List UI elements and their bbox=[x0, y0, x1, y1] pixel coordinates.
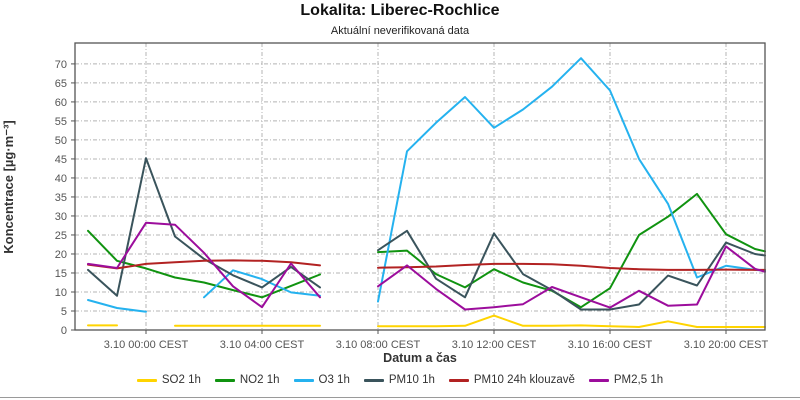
y-tick-label: 25 bbox=[55, 230, 67, 242]
legend-label: PM10 24h klouzavě bbox=[473, 374, 575, 386]
legend-item-pm10-1h: PM10 1h bbox=[363, 374, 435, 386]
plot-frame bbox=[74, 42, 766, 331]
y-tick-label: 70 bbox=[55, 59, 67, 71]
series-line-pm10-1h bbox=[87, 157, 321, 297]
y-tick-label: 60 bbox=[55, 97, 67, 109]
series-line-so2-1h bbox=[377, 314, 766, 328]
chart-subtitle: Aktuální neverifikovaná data bbox=[330, 25, 470, 37]
legend: SO2 1h NO2 1h O3 1h PM10 1h PM10 24h klouzav… bbox=[0, 374, 800, 386]
y-tick-label: 40 bbox=[55, 173, 67, 185]
y-tick-label: 45 bbox=[55, 154, 67, 166]
legend-item-o3-1h: O3 1h bbox=[293, 374, 350, 386]
chart-title: Lokalita: Liberec-Rochlice bbox=[300, 2, 500, 19]
legend-swatch bbox=[136, 378, 157, 382]
series-line-pm10-24h-klouzav- bbox=[377, 262, 766, 271]
series-lines bbox=[87, 57, 766, 328]
legend-item-pm2-5-1h: PM2,5 1h bbox=[588, 374, 664, 386]
window-bottom-border bbox=[0, 397, 800, 398]
x-tick-label: 3.10 20:00 CEST bbox=[684, 339, 769, 351]
x-tick-label: 3.10 00:00 CEST bbox=[104, 339, 189, 351]
legend-label: SO2 1h bbox=[161, 374, 201, 386]
axes bbox=[71, 63, 727, 334]
legend-label: PM2,5 1h bbox=[613, 374, 664, 386]
tick-labels: 0 5 10 15 20 25 30 35 40 45 50 55 60 65 70 3.10 00:00 C… bbox=[55, 59, 769, 351]
series-line-o3-1h bbox=[203, 269, 321, 299]
series-line-no2-1h bbox=[87, 229, 321, 299]
x-tick-label: 3.10 08:00 CEST bbox=[336, 339, 421, 351]
series-line-pm10-24h-klouzav- bbox=[87, 259, 321, 270]
legend-label: O3 1h bbox=[318, 374, 350, 386]
legend-swatch bbox=[588, 378, 609, 382]
x-tick-label: 3.10 16:00 CEST bbox=[568, 339, 653, 351]
y-tick-label: 30 bbox=[55, 211, 67, 223]
series-line-no2-1h bbox=[377, 192, 766, 309]
y-tick-label: 0 bbox=[61, 325, 67, 337]
legend-swatch bbox=[214, 378, 235, 382]
y-tick-label: 10 bbox=[55, 287, 67, 299]
gridlines bbox=[75, 43, 765, 330]
y-tick-label: 20 bbox=[55, 249, 67, 261]
y-tick-label: 35 bbox=[55, 192, 67, 204]
x-tick-label: 3.10 04:00 CEST bbox=[220, 339, 305, 351]
legend-item-so2-1h: SO2 1h bbox=[136, 374, 201, 386]
legend-swatch bbox=[448, 378, 469, 382]
series-line-o3-1h bbox=[87, 299, 147, 313]
x-axis-label: Datum a čas bbox=[383, 351, 457, 365]
y-tick-label: 5 bbox=[61, 306, 67, 318]
legend-swatch bbox=[363, 378, 384, 382]
legend-swatch bbox=[293, 378, 314, 382]
y-tick-label: 15 bbox=[55, 268, 67, 280]
y-tick-label: 55 bbox=[55, 116, 67, 128]
legend-item-pm10-24h-klouzav-: PM10 24h klouzavě bbox=[448, 374, 575, 386]
series-line-pm10-1h bbox=[377, 229, 766, 311]
legend-item-no2-1h: NO2 1h bbox=[214, 374, 280, 386]
legend-label: PM10 1h bbox=[388, 374, 435, 386]
y-tick-label: 50 bbox=[55, 135, 67, 147]
legend-label: NO2 1h bbox=[239, 374, 280, 386]
x-tick-label: 3.10 12:00 CEST bbox=[452, 339, 537, 351]
y-tick-label: 65 bbox=[55, 78, 67, 90]
series-line-pm2-5-1h bbox=[87, 221, 321, 309]
series-line-pm2-5-1h bbox=[377, 245, 766, 311]
